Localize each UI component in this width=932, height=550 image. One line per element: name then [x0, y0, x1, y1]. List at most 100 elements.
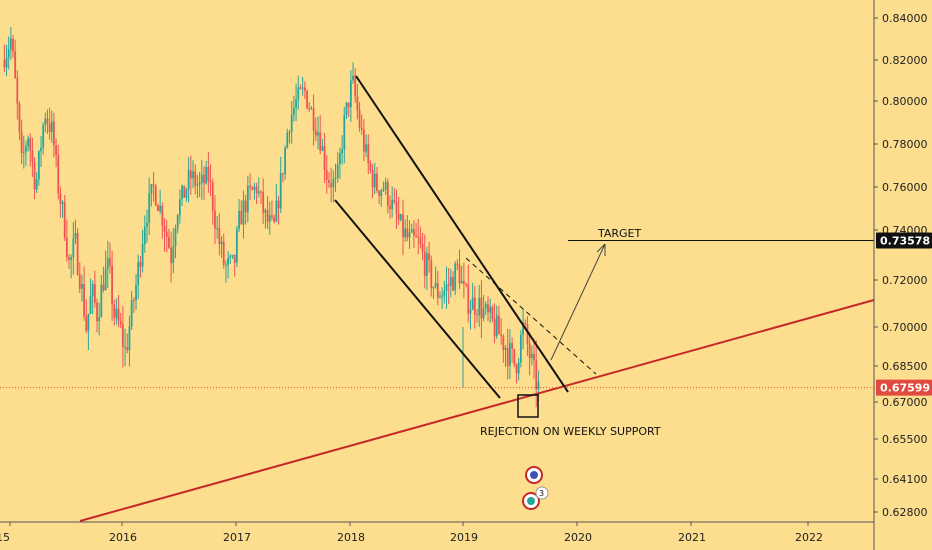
y-tick-label: 0.78000 — [882, 138, 928, 151]
candle-body — [240, 211, 243, 225]
target-arrow-head — [596, 243, 606, 256]
candle-body — [487, 304, 489, 313]
y-tick-label: 0.84000 — [882, 12, 928, 25]
candle-body — [334, 177, 337, 179]
candle-body — [449, 277, 452, 286]
candle-body — [325, 170, 328, 180]
candle-body — [200, 174, 203, 183]
candle-body — [246, 185, 249, 213]
candle-body — [106, 257, 109, 269]
candle-body — [399, 214, 402, 220]
candle-body — [445, 284, 448, 291]
candle-body — [244, 200, 247, 213]
candle-body — [132, 299, 135, 301]
candle-body — [371, 169, 374, 188]
candle-body — [369, 163, 372, 170]
candle-body — [373, 173, 376, 188]
candle-body — [537, 381, 540, 390]
candle-body — [12, 38, 14, 52]
candle-body — [495, 315, 498, 337]
candle-body — [109, 257, 111, 266]
candle-body — [502, 335, 505, 350]
candle-body — [102, 284, 105, 291]
candle-body — [454, 263, 457, 291]
candle-body — [98, 317, 101, 322]
candle-body — [268, 215, 271, 222]
candle-body — [253, 186, 256, 190]
y-tick-label: 0.64100 — [882, 473, 928, 486]
candle-body — [460, 281, 463, 284]
candle-body — [16, 77, 19, 104]
x-tick-label: 2020 — [564, 531, 592, 544]
candle-body — [391, 199, 394, 210]
candle-body — [3, 60, 6, 68]
candle-body — [264, 210, 267, 213]
candle-body — [89, 296, 92, 314]
candle-body — [284, 147, 287, 175]
event-badge-center — [527, 497, 535, 505]
candle-body — [170, 247, 173, 264]
candle-body — [214, 210, 216, 229]
candle-body — [421, 244, 424, 252]
target-price-label: 0.73578 — [880, 235, 930, 248]
candle-body — [161, 205, 164, 226]
candle-body — [376, 173, 378, 191]
x-tick-label: 2021 — [678, 531, 706, 544]
candle-body — [358, 110, 361, 128]
candle-body — [332, 178, 335, 188]
candle-body — [57, 154, 60, 194]
candle-body — [275, 200, 278, 222]
candle-body — [384, 182, 387, 190]
y-tick-label: 0.76000 — [882, 181, 928, 194]
candle-body — [257, 191, 260, 194]
candle-body — [172, 246, 175, 264]
candle-body — [198, 182, 201, 185]
candle-body — [386, 182, 389, 206]
candle-body — [121, 324, 124, 347]
event-badge-count: 3 — [539, 489, 544, 498]
channel-upper-line — [355, 75, 569, 393]
candle-body — [462, 281, 465, 284]
candle-body — [18, 103, 21, 132]
candle-body — [76, 233, 79, 275]
candle-body — [467, 284, 470, 314]
candle-body — [233, 254, 236, 263]
candle-body — [349, 80, 352, 108]
candle-body — [279, 173, 282, 209]
x-tick-label: 15 — [0, 531, 10, 544]
candle-body — [301, 87, 304, 89]
candle-body — [441, 295, 444, 297]
candle-body — [382, 189, 385, 191]
candle-body — [511, 343, 514, 349]
candle-body — [504, 347, 507, 350]
candle-body — [500, 334, 503, 336]
candle-body — [135, 284, 137, 301]
y-tick-label: 0.72000 — [882, 274, 928, 287]
candle-body — [87, 313, 90, 331]
drawings — [0, 75, 875, 522]
candle-body — [473, 297, 476, 315]
candle-body — [471, 297, 474, 310]
x-tick-label: 2022 — [795, 531, 823, 544]
candle-body — [517, 362, 520, 374]
candle-body — [423, 251, 426, 276]
candle-body — [225, 264, 227, 266]
candle-body — [367, 144, 370, 164]
candle-body — [40, 147, 42, 152]
candle-body — [306, 90, 308, 108]
candle-body — [196, 184, 199, 186]
candle-body — [513, 348, 516, 365]
candle-body — [526, 323, 529, 344]
candle-body — [249, 185, 251, 188]
candle-body — [22, 151, 25, 153]
candle-body — [163, 225, 166, 232]
candle-body — [187, 170, 190, 190]
candle-body — [168, 236, 170, 248]
candle-body — [5, 57, 8, 68]
candle-body — [345, 102, 348, 116]
candle-body — [128, 326, 131, 351]
candle-body — [119, 320, 122, 325]
candle-body — [111, 265, 113, 305]
candle-body — [360, 127, 363, 130]
candle-body — [211, 182, 214, 211]
